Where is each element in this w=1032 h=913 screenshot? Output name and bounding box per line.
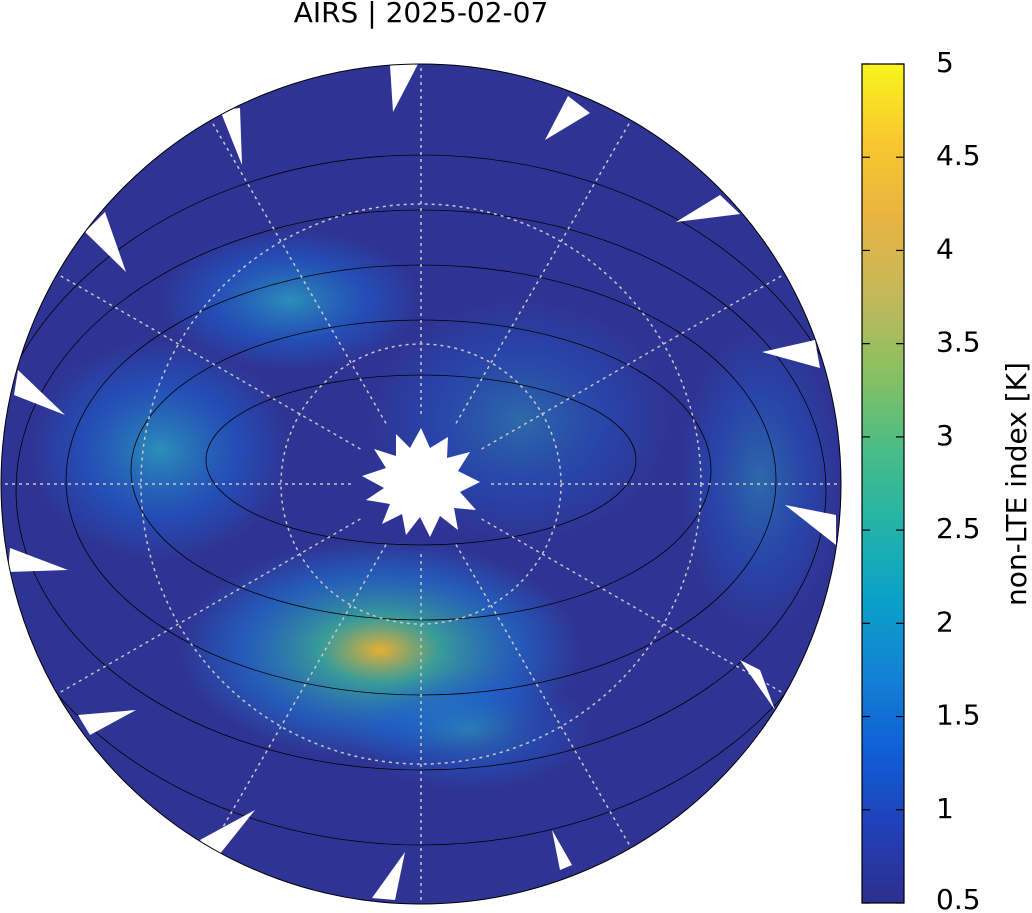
- map-heat-region: [160, 230, 420, 370]
- colorbar: 0.5 1 1.5 2 2.5 3 3.5 4 4.5 5: [861, 46, 981, 913]
- meridian: [481, 273, 786, 450]
- colorbar-tick-label: 3.5: [936, 326, 981, 359]
- meridian: [455, 544, 632, 849]
- map-border: [0, 63, 842, 905]
- meridian: [481, 518, 786, 695]
- swath-gaps: [8, 64, 836, 900]
- graticule: [1, 64, 841, 904]
- colorbar-label: non-LTE index [K]: [1000, 362, 1032, 606]
- colorbar-tick-label: 2: [936, 605, 954, 638]
- colorbar-tick-label: 5: [936, 46, 954, 79]
- colorbar-tick-label: 4.5: [936, 139, 981, 172]
- meridian: [210, 119, 387, 424]
- colorbar-tick-label: 2.5: [936, 512, 981, 545]
- meridian: [455, 119, 632, 424]
- meridian: [56, 518, 361, 695]
- map-heat-region: [680, 330, 840, 630]
- colorbar-tick-label: 1.5: [936, 699, 981, 732]
- map-heat-region: [30, 340, 290, 560]
- colorbar-tick-label: 1: [936, 792, 954, 825]
- colorbar-tick-label: 3: [936, 419, 954, 452]
- map-title: AIRS | 2025-02-07: [294, 0, 549, 29]
- data-gap: [362, 428, 480, 537]
- meridian: [210, 544, 387, 849]
- colorbar-tick-label: 4: [936, 232, 954, 265]
- colorbar-gradient: [861, 63, 905, 904]
- meridian: [56, 273, 361, 450]
- map-heat-region: [350, 670, 590, 790]
- colorbar-tick-label: 0.5: [936, 883, 981, 913]
- map-area: [1, 64, 841, 904]
